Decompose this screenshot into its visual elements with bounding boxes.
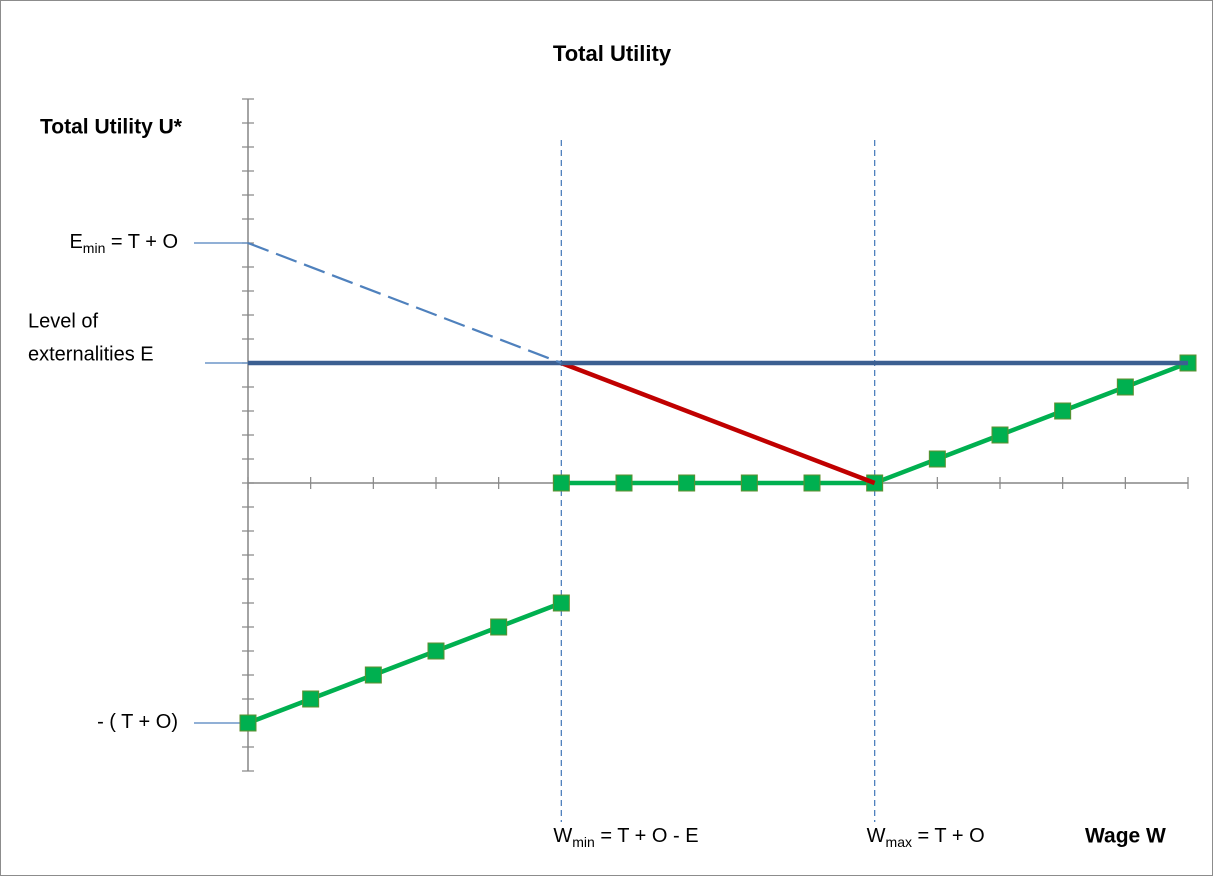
label-rest: = T + O - E	[595, 825, 699, 847]
annotation-label: Wmax = T + O	[867, 825, 985, 849]
label-subscript: max	[886, 834, 912, 850]
point-marker	[1054, 402, 1072, 420]
label-main: W	[553, 825, 572, 847]
label-subscript: min	[83, 240, 106, 256]
label-main: - ( T + O)	[97, 711, 178, 733]
point-marker	[239, 714, 257, 732]
series-line	[247, 600, 563, 726]
point-marker	[615, 474, 633, 492]
point-marker	[364, 666, 382, 684]
y-axis-label: Total Utility U*	[40, 116, 183, 139]
annotation-label: - ( T + O)	[97, 711, 178, 733]
x-axis-label: Wage W	[1085, 825, 1166, 848]
point-marker	[678, 474, 696, 492]
point-marker	[552, 594, 570, 612]
series-line	[560, 360, 876, 486]
label-main: W	[867, 825, 886, 847]
point-marker	[866, 474, 884, 492]
label-subscript: min	[572, 834, 595, 850]
label-rest: = T + O	[105, 231, 178, 253]
annotation-label: Emin = T + O	[69, 231, 178, 255]
series-line	[247, 241, 562, 365]
point-marker	[302, 690, 320, 708]
point-marker	[928, 450, 946, 468]
annotation-label: Wmin = T + O - E	[553, 825, 698, 849]
point-marker	[1116, 378, 1134, 396]
level-label: externalities E	[28, 343, 154, 365]
point-marker	[427, 642, 445, 660]
point-marker	[991, 426, 1009, 444]
level-label: Level of	[28, 310, 98, 332]
point-marker	[552, 474, 570, 492]
point-marker	[490, 618, 508, 636]
point-marker	[740, 474, 758, 492]
label-rest: = T + O	[912, 825, 985, 847]
point-marker	[803, 474, 821, 492]
chart-title: Total Utility	[553, 41, 672, 66]
label-main: E	[69, 231, 82, 253]
